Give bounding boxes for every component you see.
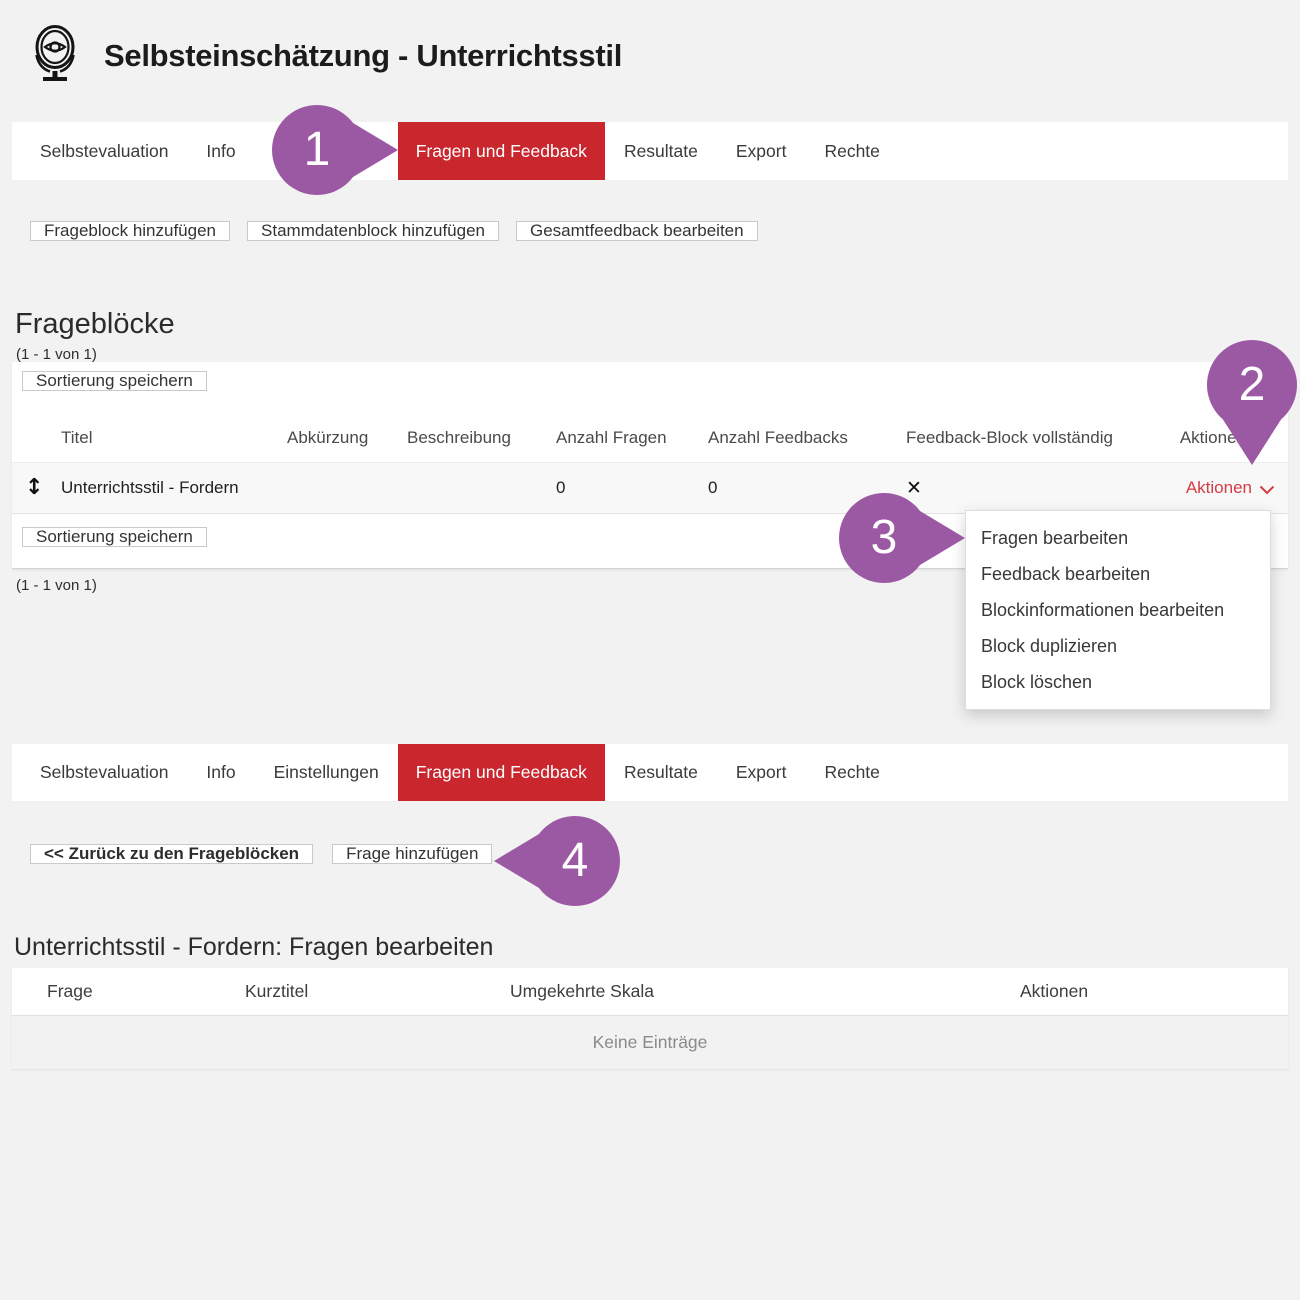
menu-item-blockinformationen-bearbeiten[interactable]: Blockinformationen bearbeiten — [981, 600, 1225, 620]
tab2-fragen-und-feedback[interactable]: Fragen und Feedback — [397, 744, 605, 801]
menu-item-block-duplizieren[interactable]: Block duplizieren — [981, 636, 1118, 656]
tab-export[interactable]: Export — [735, 140, 787, 161]
col-frage: Frage — [47, 981, 93, 1001]
tab2-export[interactable]: Export — [735, 762, 787, 782]
zurueck-zu-frageblocken-button[interactable]: << Zurück zu den Frageblöcken — [30, 844, 314, 864]
tab-resultate[interactable]: Resultate — [623, 140, 698, 161]
col-aktionen2: Aktionen — [1020, 981, 1089, 1001]
callout-2-number: 2 — [1207, 340, 1297, 430]
tab2-resultate[interactable]: Resultate — [623, 762, 698, 782]
gesamtfeedback-bearbeiten-button[interactable]: Gesamtfeedback bearbeiten — [516, 221, 758, 241]
nav-bar-top: Selbstevaluation Info Einstellungen Frag… — [12, 122, 1288, 180]
chevron-down-icon — [1259, 485, 1275, 494]
col-umgekehrte-skala: Umgekehrte Skala — [510, 981, 654, 1001]
drag-handle-icon[interactable]: ↕ — [25, 475, 44, 500]
row-aktionen-link[interactable]: Aktionen — [1186, 478, 1275, 498]
questions-heading: Unterrichtsstil - Fordern: Fragen bearbe… — [14, 933, 494, 961]
aktionen-dropdown-menu: Fragen bearbeiten Feedback bearbeiten Bl… — [965, 510, 1271, 710]
tab-info[interactable]: Info — [206, 140, 236, 161]
pagination-top: (1 - 1 von 1) — [16, 346, 97, 363]
menu-item-fragen-bearbeiten[interactable]: Fragen bearbeiten — [981, 528, 1129, 548]
tab-rechte[interactable]: Rechte — [824, 140, 880, 161]
callout-2-pointer — [1222, 418, 1282, 465]
toolbar-top: Frageblock hinzufügen Stammdatenblock hi… — [30, 221, 758, 241]
col-anzahl-feedbacks: Anzahl Feedbacks — [708, 428, 848, 447]
callout-1-number: 1 — [272, 105, 362, 195]
nav-bar-bottom: Selbstevaluation Info Einstellungen Frag… — [12, 744, 1288, 801]
row-titel: Unterrichtsstil - Fordern — [61, 478, 239, 497]
questions-panel: Frage Kurztitel Umgekehrte Skala Aktione… — [12, 968, 1288, 1069]
callout-4-pointer — [494, 831, 544, 891]
mirror-eye-icon — [26, 22, 84, 89]
col-kurztitel: Kurztitel — [245, 981, 309, 1001]
callout-3-pointer — [915, 508, 965, 568]
col-titel: Titel — [61, 428, 93, 447]
row-anzahl-fragen: 0 — [556, 478, 566, 497]
frageblock-hinzufuegen-button[interactable]: Frageblock hinzufügen — [30, 221, 231, 241]
empty-state-row: Keine Einträge — [12, 1016, 1288, 1069]
menu-item-block-loeschen[interactable]: Block löschen — [981, 672, 1093, 692]
sortierung-speichern-button-bottom[interactable]: Sortierung speichern — [22, 527, 207, 547]
stammdatenblock-hinzufuegen-button[interactable]: Stammdatenblock hinzufügen — [247, 221, 499, 241]
frageblocks-heading: Frageblöcke — [15, 308, 175, 340]
col-abkuerzung: Abkürzung — [287, 428, 369, 447]
page-title: Selbsteinschätzung - Unterrichtsstil — [104, 37, 623, 73]
callout-4-number: 4 — [530, 816, 620, 906]
callout-3-number: 3 — [839, 493, 929, 583]
tab2-einstellungen[interactable]: Einstellungen — [273, 762, 379, 782]
toolbar-bottom: << Zurück zu den Frageblöcken Frage hinz… — [30, 844, 493, 864]
col-feedback-block-vollstaendig: Feedback-Block vollständig — [906, 428, 1113, 447]
tab2-info[interactable]: Info — [206, 762, 236, 782]
sortierung-speichern-button-top[interactable]: Sortierung speichern — [22, 371, 207, 391]
table-row: ↕ Unterrichtsstil - Fordern 0 0 ✕ Aktion… — [12, 462, 1288, 514]
col-anzahl-fragen: Anzahl Fragen — [556, 428, 667, 447]
tab-fragen-und-feedback[interactable]: Fragen und Feedback — [397, 122, 605, 180]
app-header: Selbsteinschätzung - Unterrichtsstil — [26, 22, 622, 89]
callout-marker-3: 3 — [839, 493, 965, 583]
callout-1-pointer — [348, 120, 398, 180]
frage-hinzufuegen-button[interactable]: Frage hinzufügen — [332, 844, 493, 864]
incomplete-cross-icon: ✕ — [906, 477, 922, 499]
frageblocks-table-header: Titel Abkürzung Beschreibung Anzahl Frag… — [12, 414, 1288, 462]
tab2-rechte[interactable]: Rechte — [824, 762, 880, 782]
callout-marker-4: 4 — [494, 816, 620, 906]
pagination-bottom: (1 - 1 von 1) — [16, 577, 97, 594]
callout-marker-2: 2 — [1207, 340, 1297, 465]
menu-item-feedback-bearbeiten[interactable]: Feedback bearbeiten — [981, 564, 1151, 584]
row-anzahl-feedbacks: 0 — [708, 478, 718, 497]
callout-marker-1: 1 — [272, 105, 398, 195]
col-beschreibung: Beschreibung — [407, 428, 511, 447]
questions-table-header: Frage Kurztitel Umgekehrte Skala Aktione… — [12, 968, 1288, 1016]
tab-selbstevaluation[interactable]: Selbstevaluation — [40, 140, 169, 161]
tab2-selbstevaluation[interactable]: Selbstevaluation — [40, 762, 169, 782]
